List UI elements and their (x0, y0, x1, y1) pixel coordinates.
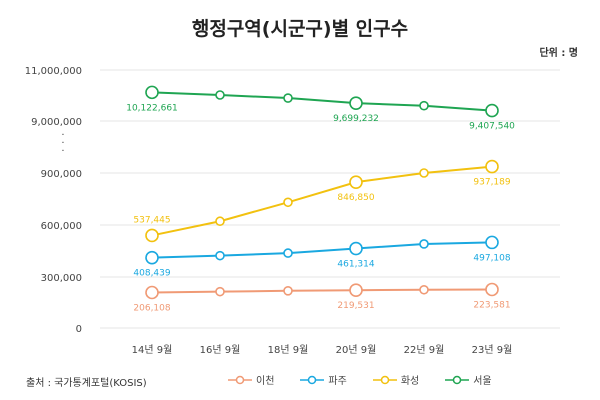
y-tick-label: 300,000 (41, 273, 82, 284)
y-tick-label: 9,000,000 (31, 117, 82, 128)
legend-swatch (372, 375, 397, 384)
y-tick-label: 0 (76, 324, 82, 335)
y-tick-label: 600,000 (41, 221, 82, 232)
data-label: 9,699,232 (333, 114, 379, 124)
data-point (419, 100, 429, 111)
data-point (145, 285, 159, 300)
legend-label: 서울 (473, 376, 492, 387)
x-tick-label: 20년 9월 (336, 344, 377, 356)
data-point (283, 197, 293, 208)
data-label: 206,108 (133, 304, 170, 314)
legend-swatch-marker (235, 375, 245, 384)
data-point (283, 93, 293, 103)
data-point (485, 282, 499, 297)
legend-item: 서울 (445, 372, 492, 387)
legend-swatch (445, 375, 470, 384)
data-point (145, 85, 159, 100)
legend-item: 화성 (372, 372, 420, 387)
legend-item: 파주 (300, 372, 347, 387)
data-point (419, 284, 429, 295)
data-label: 846,850 (337, 193, 374, 203)
data-point (145, 228, 159, 243)
legend: 이천 파주 화성 서울 (228, 372, 492, 387)
unit-label: 단위 : 명 (539, 48, 578, 59)
data-label: 219,531 (337, 301, 374, 311)
legend-label: 파주 (328, 376, 347, 387)
data-point (485, 235, 499, 250)
axis-break-marker: · (61, 138, 64, 149)
legend-swatch-marker (380, 375, 390, 384)
data-point (145, 250, 159, 265)
data-point (485, 103, 499, 118)
series-line (151, 241, 493, 259)
data-point (485, 159, 499, 174)
series-line (151, 91, 493, 112)
data-point (349, 241, 363, 256)
x-tick-label: 18년 9월 (268, 344, 309, 356)
data-label: 223,581 (473, 300, 510, 310)
data-label: 9,407,540 (469, 122, 515, 132)
data-label: 10,122,661 (126, 103, 178, 113)
data-point (215, 250, 225, 261)
data-point (349, 96, 363, 110)
legend-label: 화성 (400, 376, 420, 387)
legend-swatch (228, 375, 252, 384)
series-line (151, 288, 493, 294)
x-tick-label: 22년 9월 (404, 344, 445, 356)
data-point (349, 175, 363, 189)
data-point (215, 90, 225, 100)
legend-swatch-marker (308, 375, 317, 384)
chart-title: 행정구역(시군구)별 인구수 (191, 18, 409, 40)
data-label: 497,108 (473, 253, 510, 263)
axis-break-marker: · (61, 130, 64, 141)
legend-swatch-marker (452, 375, 462, 384)
data-label: 408,439 (133, 269, 170, 279)
legend-label: 이천 (256, 376, 275, 387)
x-tick-label: 16년 9월 (200, 344, 241, 356)
data-point (215, 216, 225, 227)
y-tick-label: 11,000,000 (25, 66, 82, 77)
data-point (283, 248, 293, 258)
data-point (349, 283, 363, 297)
axis-break-marker: · (61, 146, 64, 157)
source-note: 출처 : 국가통계포털(KOSIS) (26, 378, 147, 389)
legend-swatch (300, 375, 325, 384)
data-point (283, 285, 293, 296)
data-label: 537,445 (133, 215, 170, 225)
data-label: 461,314 (337, 260, 374, 270)
legend-item: 이천 (228, 372, 274, 387)
data-point (419, 168, 429, 178)
data-label: 937,189 (473, 178, 510, 188)
x-tick-label: 14년 9월 (132, 344, 173, 356)
y-tick-label: 900,000 (41, 169, 82, 180)
data-point (215, 286, 225, 297)
x-tick-label: 23년 9월 (472, 344, 513, 356)
series-line (151, 165, 493, 237)
data-point (419, 239, 429, 249)
